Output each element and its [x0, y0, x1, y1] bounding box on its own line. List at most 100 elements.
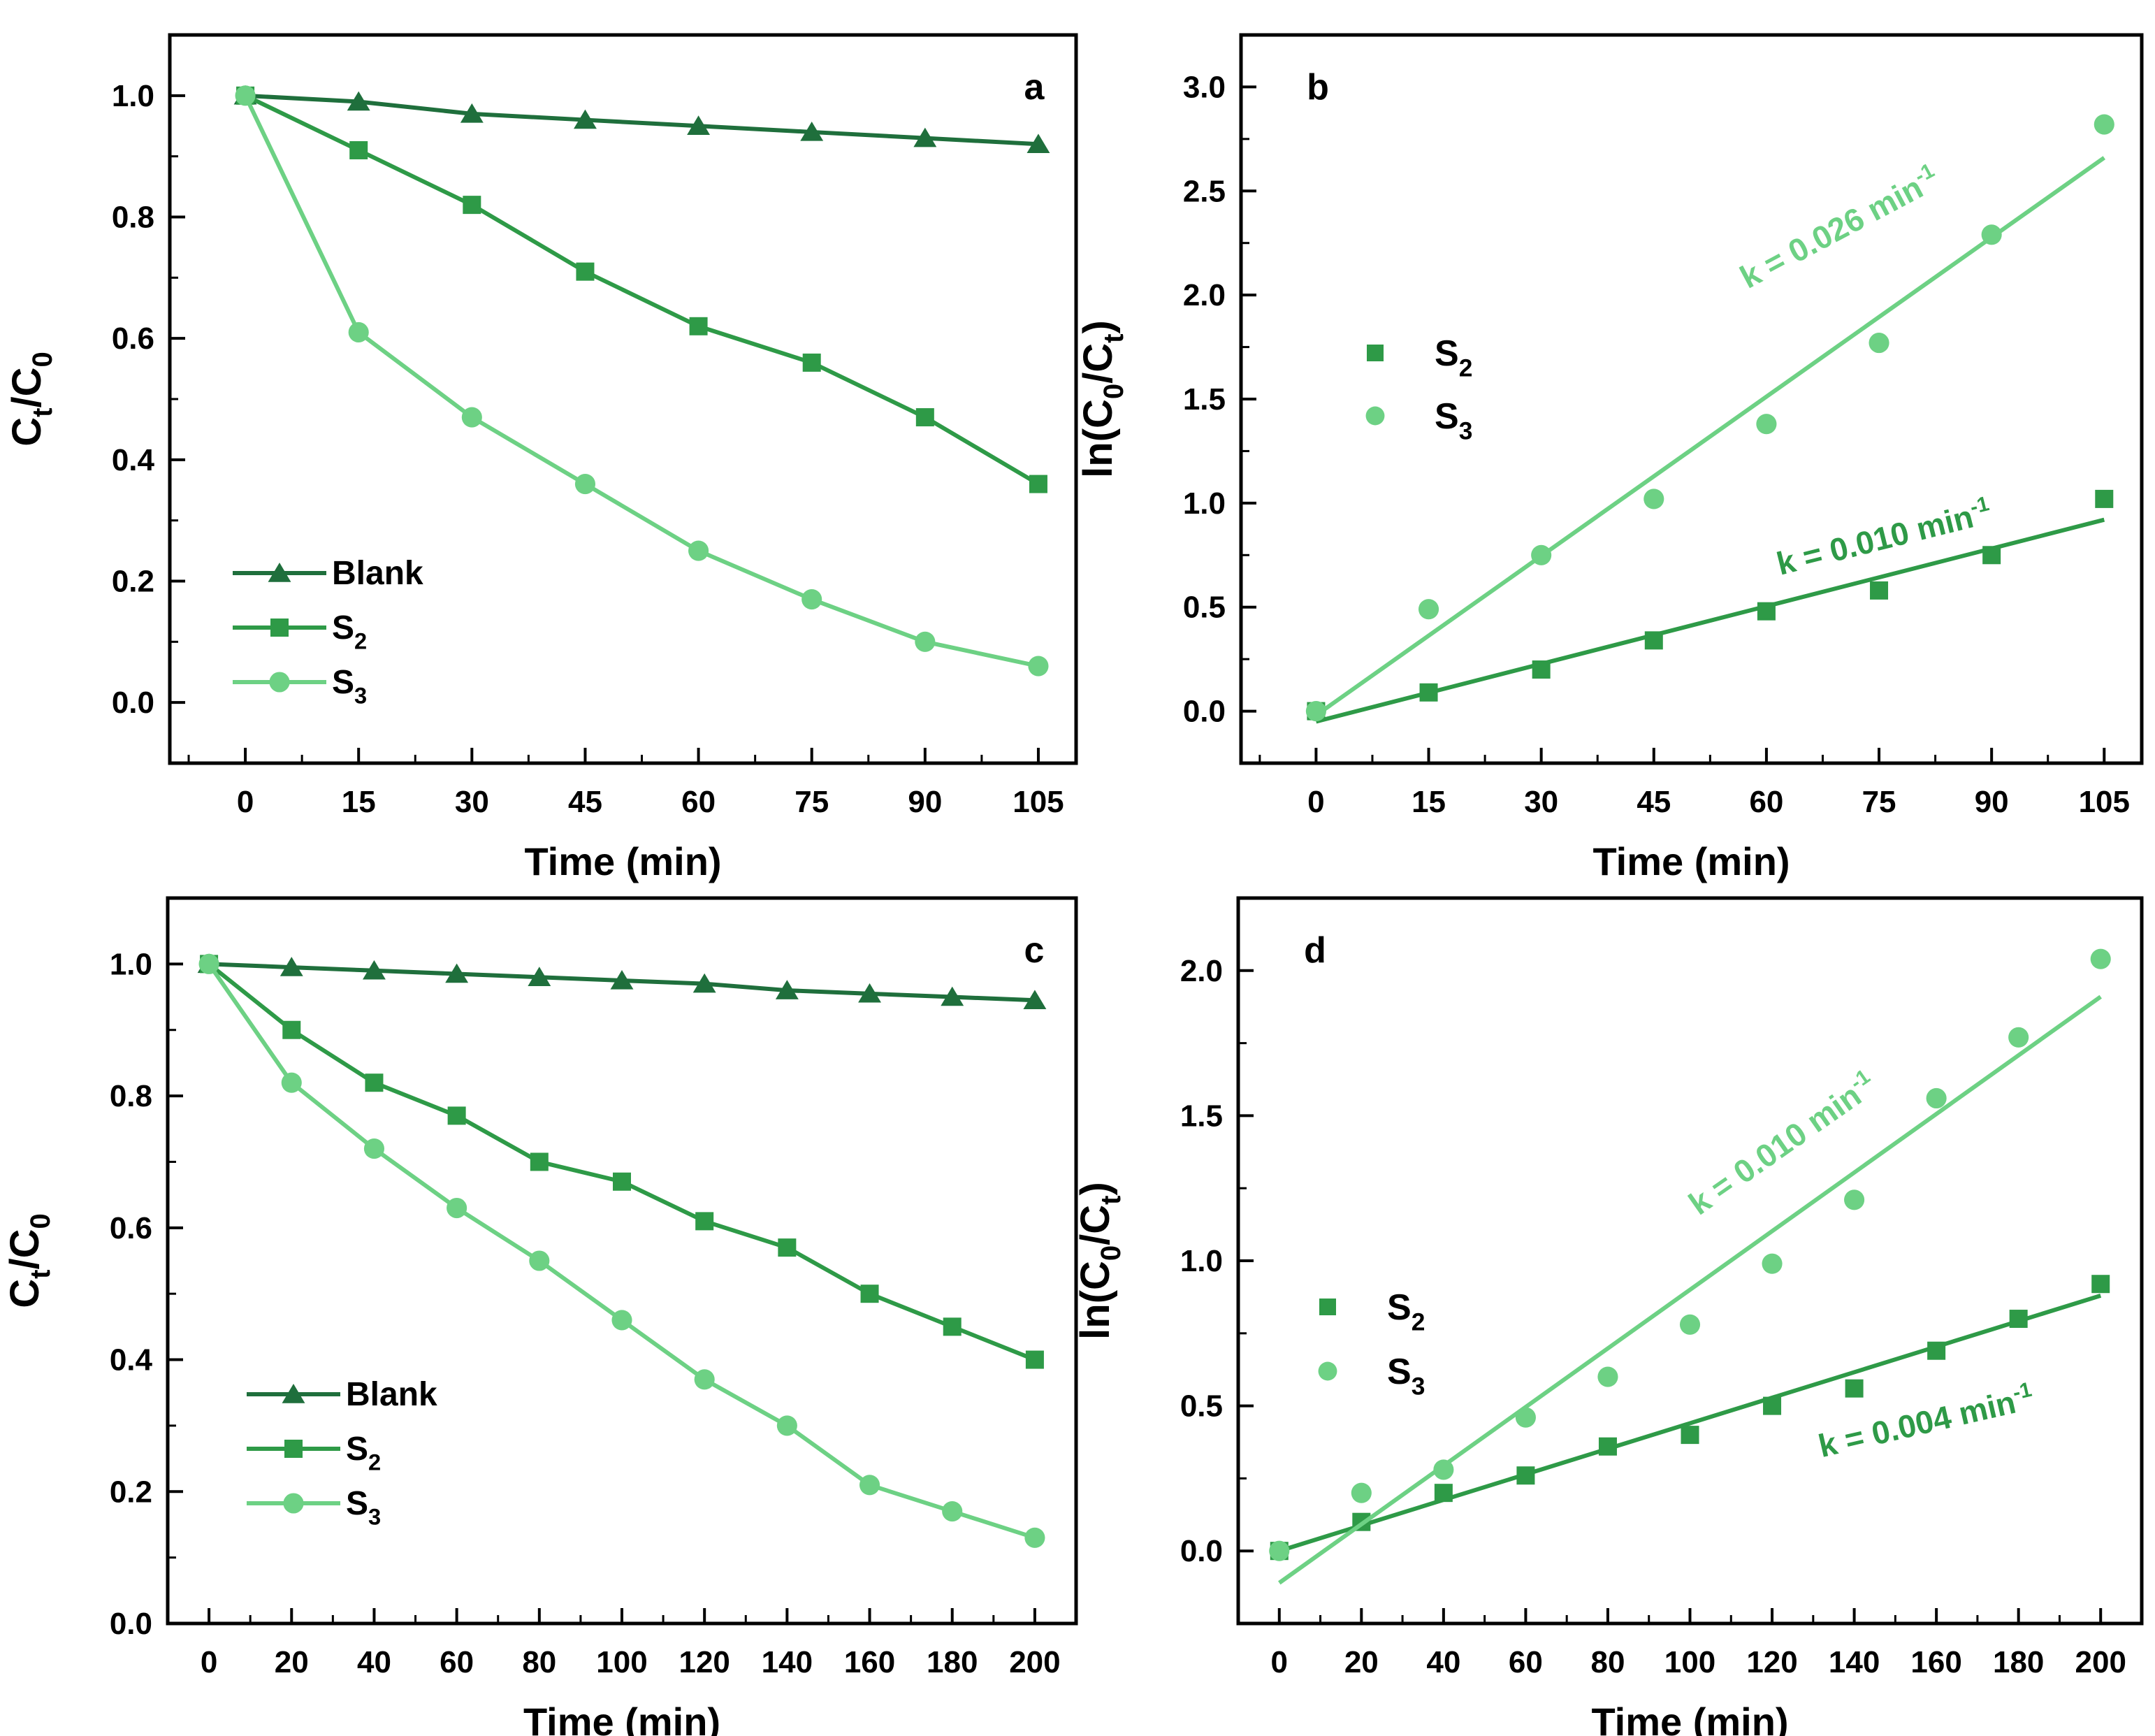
legend: Blank S2 S3 [247, 1376, 437, 1529]
data-point [447, 1197, 467, 1219]
x-tick-label: 0 [1307, 785, 1324, 819]
y-tick-label: 0.2 [110, 1475, 152, 1509]
x-axis-label: Time (min) [1591, 1700, 1788, 1736]
data-point [1029, 475, 1047, 493]
data-point [1870, 581, 1889, 600]
y-tick-label: 0.2 [112, 565, 154, 599]
legend-marker [269, 672, 290, 693]
fit-line [1278, 994, 2102, 1585]
legend: Blank S2 S3 [233, 555, 423, 708]
series-line [207, 962, 1036, 1540]
x-tick-label: 0 [1271, 1645, 1288, 1679]
data-point [363, 960, 386, 980]
data-point [687, 115, 711, 135]
data-point [460, 103, 484, 123]
data-point [347, 91, 370, 111]
x-tick-label: 15 [342, 785, 376, 819]
data-point [365, 1073, 384, 1092]
x-tick-label: 80 [522, 1645, 556, 1679]
data-point [2090, 948, 2111, 969]
x-tick-label: 40 [1426, 1645, 1460, 1679]
data-point [1515, 1407, 1536, 1428]
data-point [1869, 333, 1889, 354]
data-point [1845, 1379, 1864, 1398]
x-tick-label: 75 [1862, 785, 1896, 819]
legend-label: Blank [346, 1376, 437, 1413]
fit-line [1315, 517, 2105, 724]
x-tick-label: 60 [681, 785, 716, 819]
data-point [349, 140, 368, 159]
data-point [1679, 1314, 1701, 1335]
x-tick-label: 20 [1344, 1645, 1379, 1679]
y-tick-label: 2.0 [1180, 954, 1223, 988]
data-point [574, 474, 596, 495]
x-tick-label: 140 [762, 1645, 813, 1679]
data-point [2091, 1275, 2110, 1294]
legend-marker [1318, 1361, 1337, 1381]
y-axis-label: Ct/C0 [4, 352, 58, 446]
data-point [2094, 114, 2114, 135]
data-point [1597, 1366, 1618, 1387]
y-tick-label: 0.0 [110, 1607, 152, 1641]
data-point [1305, 701, 1326, 722]
data-point [1351, 1482, 1372, 1503]
y-tick-label: 0.4 [112, 443, 155, 477]
data-point [1024, 1527, 1045, 1548]
chart-panel-b: 0 15 30 45 60 75 90 105 0.0 0.5 1.0 1.5 2.0 2.5 3.0 Tim… [1075, 33, 2144, 883]
y-axis-label: ln(C0/Ct) [1075, 320, 1129, 478]
data-point [461, 407, 482, 428]
data-point [915, 631, 936, 652]
y-tick-label: 0.6 [112, 321, 154, 356]
data-point [463, 196, 481, 215]
data-point [1763, 1396, 1782, 1415]
series-blank [197, 953, 1047, 1009]
data-point [1756, 414, 1777, 435]
legend-label: S3 [1387, 1352, 1425, 1401]
data-point [1981, 224, 2002, 245]
data-point [1026, 133, 1050, 154]
y-tick-label: 3.0 [1183, 70, 1226, 104]
data-point [1927, 1341, 1946, 1360]
data-point [280, 957, 303, 976]
x-tick-label: 30 [1524, 785, 1558, 819]
x-axis-label: Time (min) [523, 1700, 720, 1736]
x-tick-label: 80 [1590, 1645, 1625, 1679]
y-tick-label: 0.8 [110, 1079, 152, 1113]
data-point [858, 983, 881, 1003]
legend-marker [1367, 345, 1384, 361]
series-line [208, 962, 1036, 1362]
rate-constant-label: k = 0.026 min-1 [1734, 159, 1945, 295]
series-s3: k = 0.026 min-1 [1305, 114, 2114, 722]
legend-marker [268, 563, 291, 582]
legend-label: S2 [346, 1431, 381, 1475]
x-tick-label: 60 [440, 1645, 474, 1679]
series-line [244, 94, 1040, 486]
data-point [1269, 1540, 1290, 1561]
x-tick-label: 75 [794, 785, 829, 819]
x-tick-label: 90 [1975, 785, 2009, 819]
series-s2 [200, 955, 1044, 1369]
x-tick-label: 45 [1637, 785, 1671, 819]
data-point [694, 1369, 715, 1390]
series-s3 [235, 85, 1049, 677]
data-point [1434, 1484, 1453, 1503]
y-tick-label: 0.6 [110, 1211, 152, 1245]
data-point [529, 1250, 550, 1271]
chart-panel-c: 0 20 40 60 80 100 120 140 160 180 200 0.0 0.2 0.4 0.6 0… [2, 896, 1078, 1736]
x-axis-label: Time (min) [524, 839, 721, 883]
data-point [1757, 602, 1776, 621]
legend-label: S3 [332, 664, 367, 708]
x-tick-label: 0 [237, 785, 254, 819]
data-point [1982, 546, 2001, 565]
x-tick-label: 60 [1509, 1645, 1543, 1679]
fit-line [1278, 1293, 2102, 1554]
x-tick-label: 160 [1910, 1645, 1961, 1679]
data-point [692, 973, 716, 993]
data-point [775, 980, 799, 999]
chart-panel-a: 0 15 30 45 60 75 90 105 0.0 0.2 0.4 0.6 0.8 1.0 Time (… [4, 33, 1078, 883]
chart-panel-d: 0 20 40 60 80 100 120 140 160 180 200 0.0 0.5 1.0 1.5 2… [1073, 896, 2144, 1736]
data-point [802, 353, 821, 372]
series-s3 [198, 953, 1045, 1548]
data-point [1516, 1466, 1535, 1485]
data-point [913, 127, 937, 147]
